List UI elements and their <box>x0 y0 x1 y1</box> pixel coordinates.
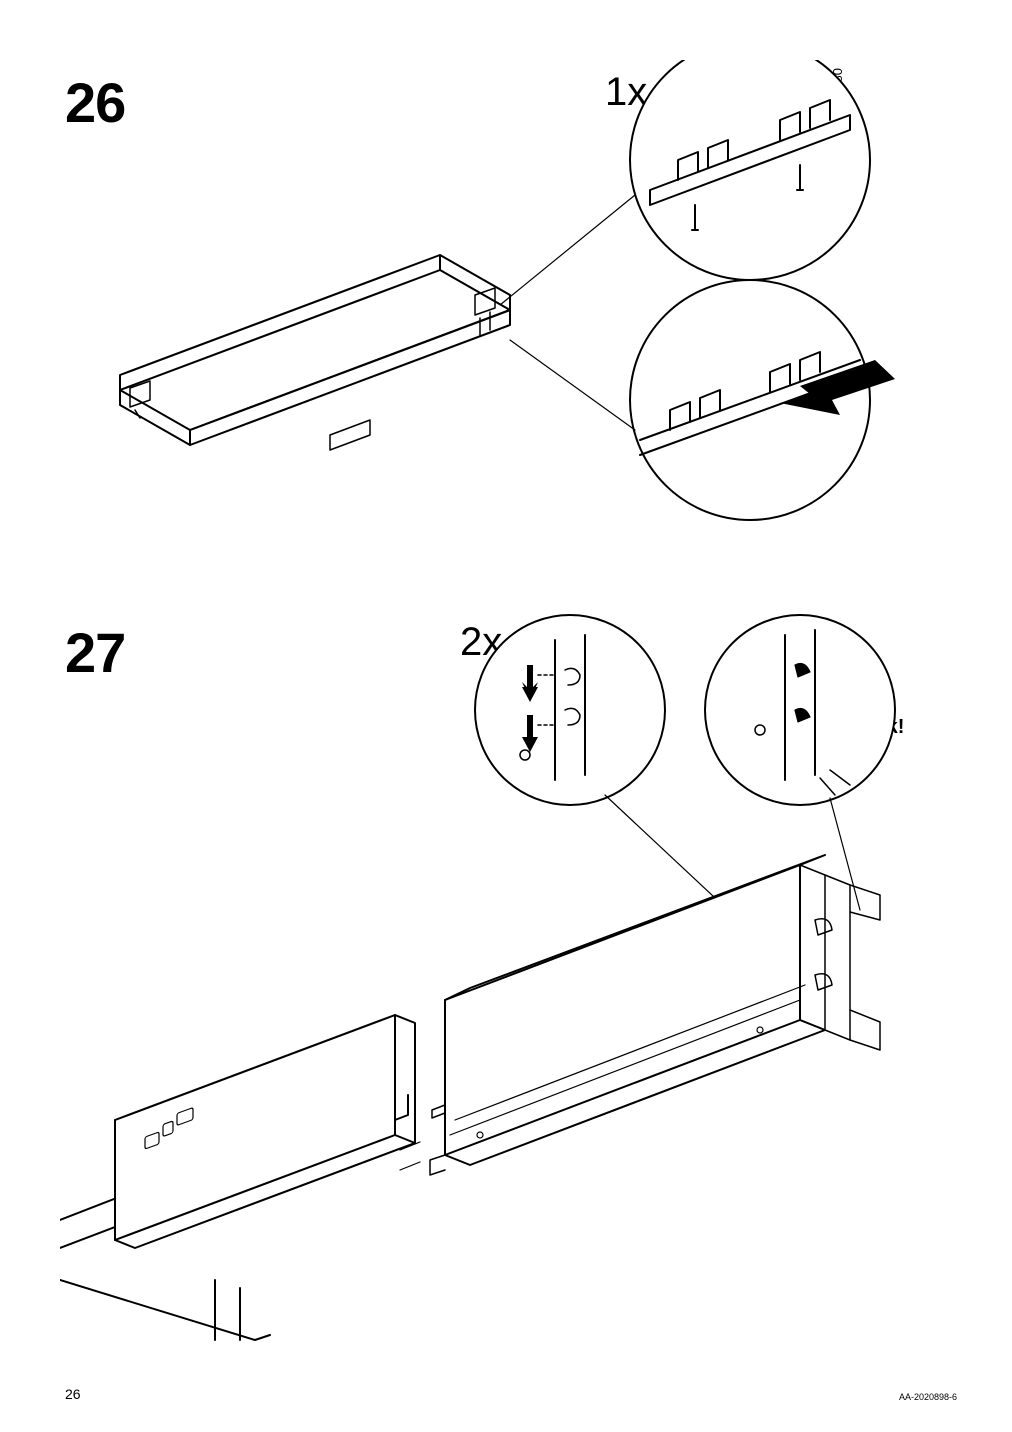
page-root: 26 1x 123280 <box>0 0 1012 1432</box>
footer-doc-number: AA-2020898-6 <box>899 1392 957 1402</box>
step26-illustration <box>80 60 960 580</box>
step27-illustration <box>60 580 960 1360</box>
footer-page-number: 26 <box>65 1386 81 1402</box>
